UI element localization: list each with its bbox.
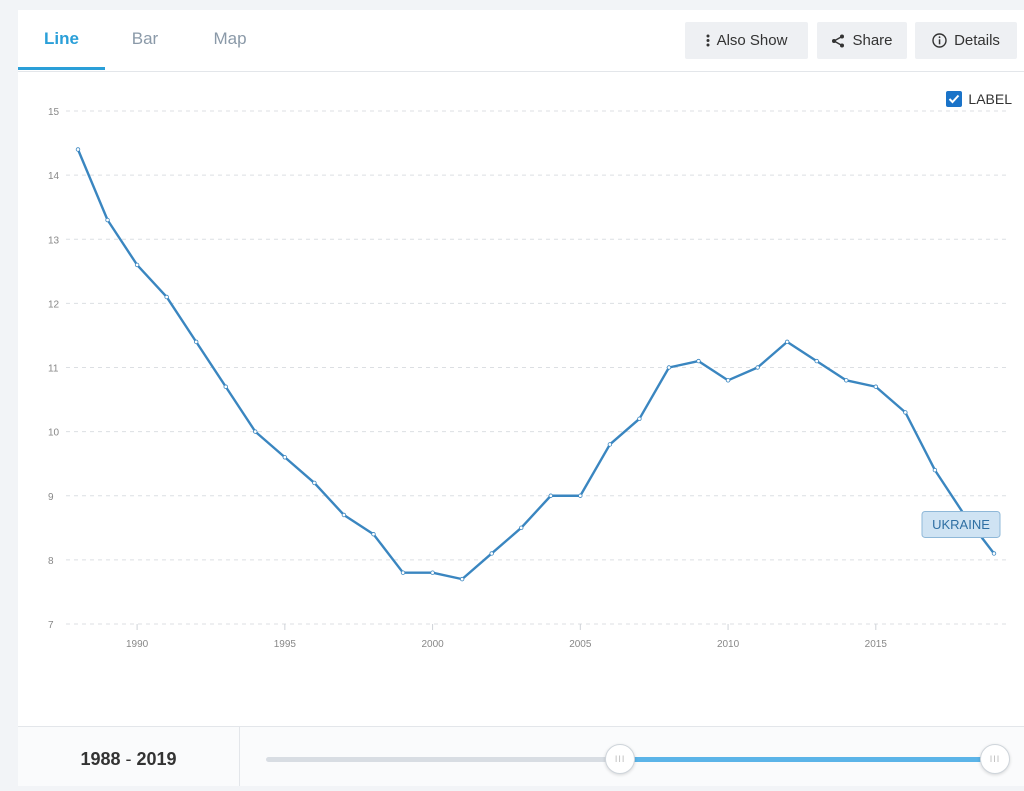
x-tick-label: 2000	[421, 639, 444, 650]
slider-end-handle[interactable]: III	[980, 744, 1010, 774]
more-vertical-icon	[706, 34, 710, 47]
also-show-button[interactable]: Also Show	[685, 22, 808, 59]
info-icon	[932, 33, 947, 48]
range-footer: 1988 - 2019 III III	[18, 726, 1024, 786]
also-show-label: Also Show	[716, 32, 788, 49]
data-point	[459, 576, 465, 582]
series-line	[76, 149, 995, 581]
data-point	[105, 217, 110, 223]
share-button[interactable]: Share	[817, 22, 907, 59]
tab-map[interactable]: Map	[213, 29, 247, 48]
data-point	[312, 480, 317, 486]
details-button[interactable]: Details	[915, 22, 1017, 59]
x-tick-label: 2010	[717, 639, 740, 650]
range-end: 2019	[136, 749, 177, 769]
slider-selected-range	[619, 757, 994, 762]
data-point	[725, 378, 731, 383]
chart-panel: Line Bar Map Also Show Share Details 7 8 9…	[18, 10, 1024, 786]
data-point	[75, 147, 81, 152]
y-tick-label: 9	[48, 492, 54, 503]
data-point	[253, 429, 258, 434]
data-point	[548, 493, 553, 498]
y-tick-label: 10	[48, 428, 60, 439]
share-icon	[832, 34, 845, 47]
data-point	[755, 365, 760, 370]
data-point	[696, 358, 701, 364]
data-point	[932, 467, 938, 473]
x-tick-label: 1990	[126, 639, 149, 650]
data-point	[991, 551, 997, 556]
x-tick-label: 2015	[865, 639, 888, 650]
data-point	[134, 262, 140, 268]
checkmark-icon	[949, 94, 960, 104]
page-edge	[0, 0, 8, 785]
label-toggle[interactable]: LABEL	[946, 91, 1012, 107]
label-toggle-text: LABEL	[968, 91, 1012, 107]
range-separator: -	[120, 749, 137, 769]
data-point	[489, 551, 494, 556]
year-range-readout: 1988 - 2019	[18, 727, 240, 786]
share-label: Share	[852, 32, 893, 49]
data-point	[784, 339, 790, 345]
data-point	[193, 339, 199, 345]
slider-start-handle[interactable]: III	[605, 744, 636, 774]
grip-icon: III	[989, 754, 1001, 764]
series-label: UKRAINE	[932, 517, 990, 532]
data-point	[666, 365, 672, 370]
grip-icon: III	[614, 754, 626, 764]
data-point	[430, 570, 435, 575]
data-point	[903, 410, 908, 415]
label-checkbox[interactable]	[946, 91, 963, 107]
data-point	[637, 416, 642, 421]
y-tick-label: 7	[48, 620, 54, 631]
data-point	[371, 532, 376, 537]
y-tick-label: 13	[48, 235, 60, 246]
y-tick-label: 15	[48, 107, 60, 118]
tab-bar-chart[interactable]: Bar	[131, 29, 159, 48]
line-chart: 7 8 9 10 11 12 13 14 15 1990 1995 2000 2005 2010 2015 U…	[48, 107, 1008, 650]
data-point	[519, 525, 524, 531]
data-point	[282, 455, 288, 460]
x-tick-label: 1995	[274, 639, 297, 650]
data-point	[223, 384, 228, 389]
x-tick-label: 2005	[569, 639, 592, 650]
data-point	[164, 294, 169, 300]
details-label: Details	[954, 32, 1000, 49]
range-start: 1988	[80, 749, 121, 769]
data-point	[814, 358, 819, 364]
data-point	[844, 378, 849, 383]
data-point	[341, 512, 347, 518]
data-point	[578, 493, 583, 498]
y-tick-label: 8	[48, 556, 54, 567]
data-point	[873, 384, 879, 389]
tab-line[interactable]: Line	[18, 10, 105, 70]
y-tick-label: 14	[48, 171, 60, 182]
y-tick-label: 12	[48, 299, 60, 310]
y-tick-label: 11	[48, 364, 59, 375]
tab-bar: Line Bar Map Also Show Share Details	[18, 10, 1024, 72]
series-label-box	[921, 510, 1001, 538]
data-point	[607, 442, 613, 447]
data-point	[400, 570, 406, 575]
